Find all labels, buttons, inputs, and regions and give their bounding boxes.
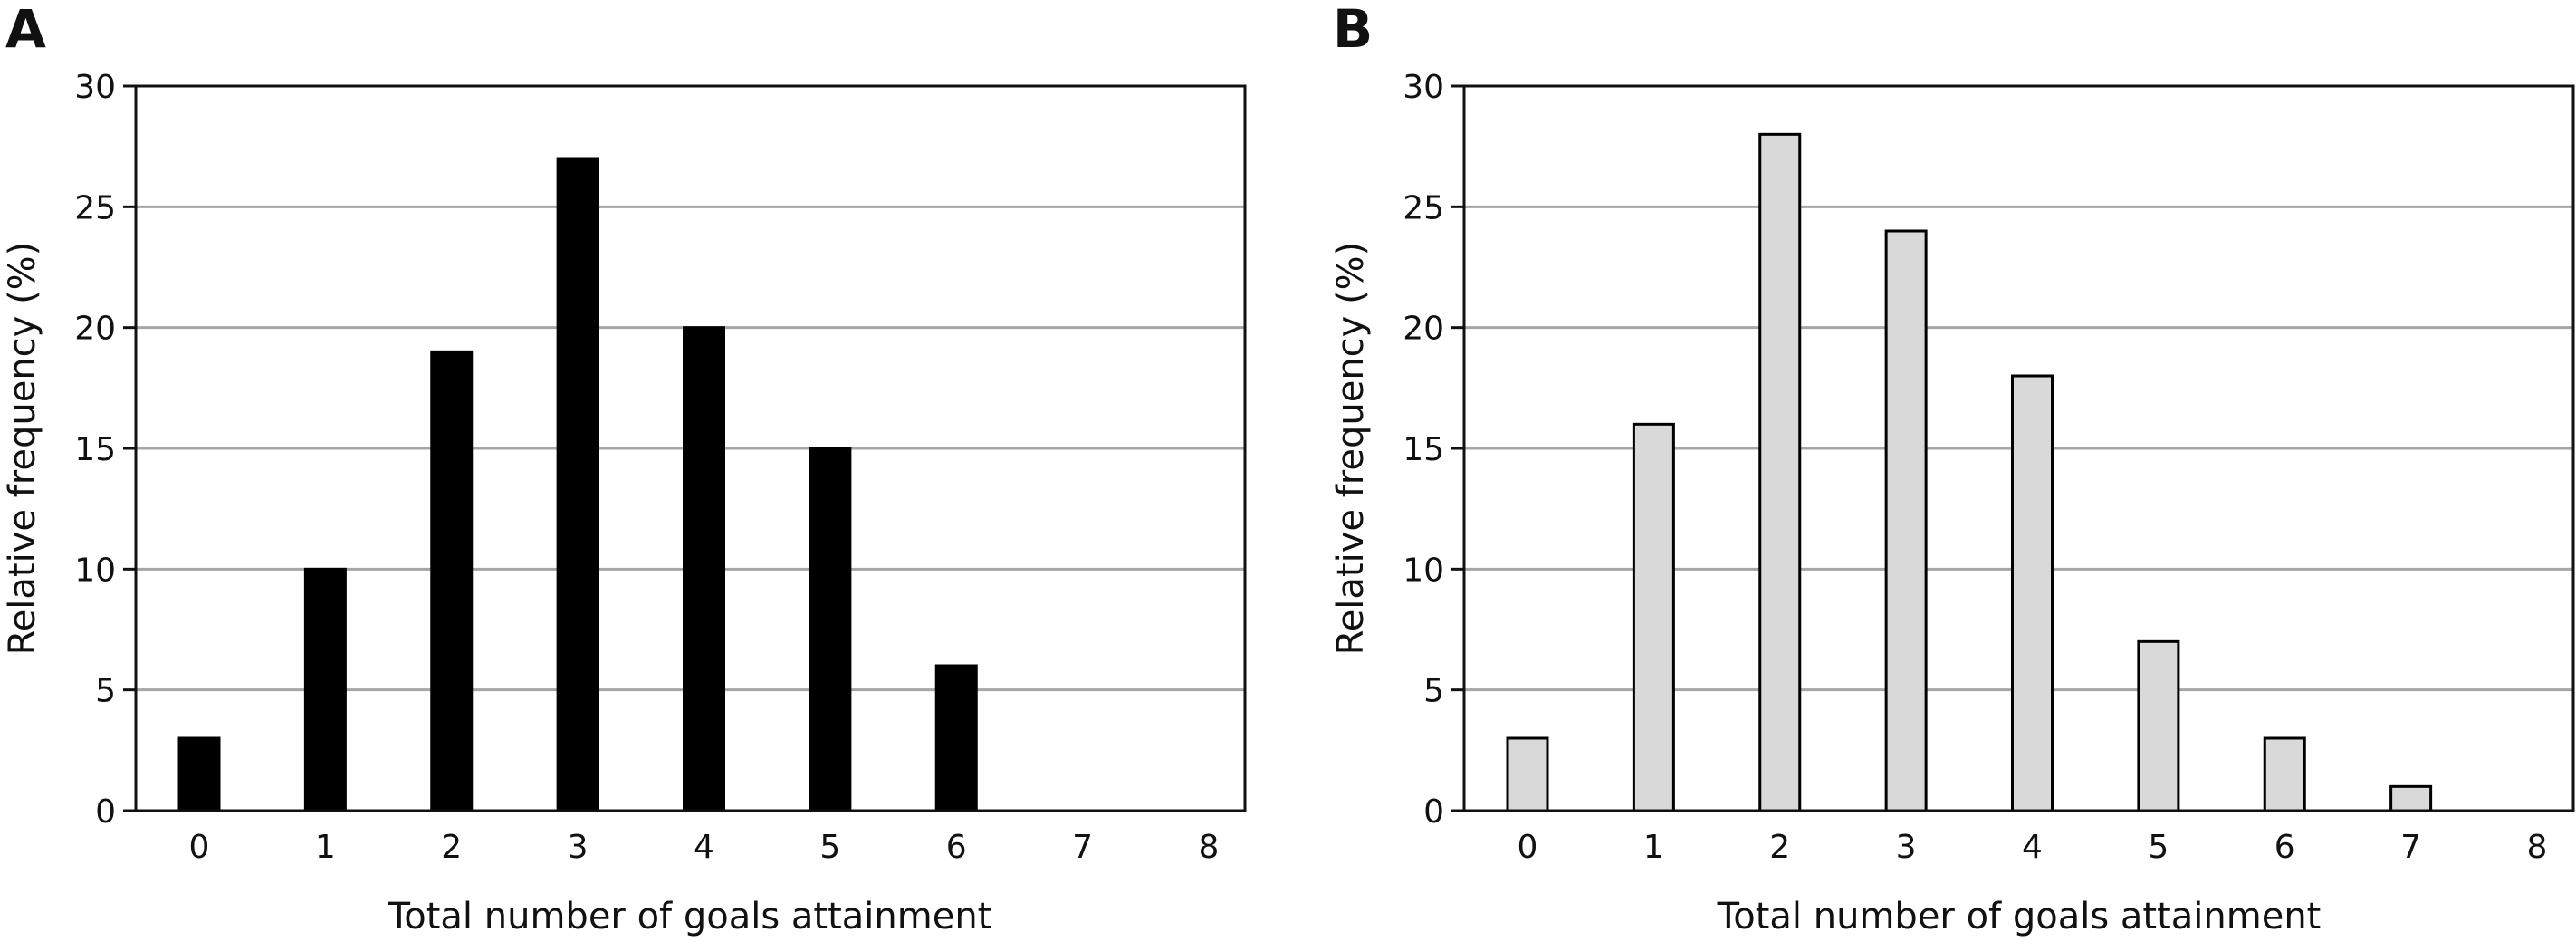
bar-2 (1758, 132, 1802, 812)
bar-4 (2011, 374, 2054, 812)
y-tick-label: 20 (1403, 311, 1444, 348)
bar-2 (430, 350, 474, 812)
bars (1506, 132, 2433, 812)
y-tick-label: 30 (74, 69, 116, 106)
x-tick-label: 8 (1199, 829, 1220, 866)
bar-1 (303, 567, 347, 812)
panel-label: B (1333, 0, 1373, 60)
bar-6 (2263, 736, 2306, 812)
x-tick-label: 7 (1072, 829, 1093, 866)
bar-4 (683, 326, 725, 812)
x-tick-label: 4 (694, 829, 714, 866)
x-tick-label: 1 (1643, 829, 1664, 866)
panel-b: B 0 5 10 15 20 25 30 0 1 2 3 4 5 6 7 8 Total number of … (1330, 0, 2575, 937)
bar-5 (2137, 639, 2180, 812)
y-tick-label: 10 (1403, 552, 1444, 589)
x-tick-label: 2 (441, 829, 462, 866)
x-tick-label: 2 (1769, 829, 1790, 866)
bar-6 (934, 664, 978, 812)
ticks: 0 5 10 15 20 25 30 0 1 2 3 4 5 6 7 8 (1403, 69, 2547, 866)
bar-3 (1884, 229, 1928, 812)
x-axis-title: Total number of goals attainment (388, 896, 992, 937)
x-tick-label: 6 (946, 829, 967, 866)
x-tick-label: 3 (1896, 829, 1917, 866)
y-tick-label: 0 (95, 793, 116, 831)
x-tick-label: 0 (1518, 829, 1538, 866)
bar-3 (556, 157, 599, 812)
y-tick-label: 20 (74, 311, 116, 348)
bar-0 (1506, 736, 1549, 812)
y-tick-label: 5 (95, 673, 116, 710)
y-tick-label: 30 (1403, 69, 1444, 106)
bar-5 (809, 447, 852, 812)
y-tick-label: 15 (74, 431, 116, 468)
ticks: 0 5 10 15 20 25 30 0 1 2 3 4 5 6 7 8 (74, 69, 1219, 866)
x-tick-label: 1 (315, 829, 336, 866)
bar-7 (2389, 784, 2433, 812)
x-tick-label: 7 (2400, 829, 2421, 866)
x-tick-label: 6 (2274, 829, 2295, 866)
y-tick-label: 0 (1423, 793, 1444, 831)
y-tick-label: 25 (1403, 189, 1444, 226)
panel-label: A (5, 0, 46, 60)
panel-a: A 0 5 10 15 20 25 30 0 1 2 3 4 5 6 7 8 Total number of … (2, 0, 1247, 937)
x-axis-title: Total number of goals attainment (1717, 896, 2322, 937)
x-tick-label: 0 (189, 829, 210, 866)
x-tick-label: 4 (2022, 829, 2043, 866)
bar-1 (1632, 422, 1675, 812)
bar-0 (177, 736, 221, 812)
x-tick-label: 3 (568, 829, 589, 866)
bars (177, 157, 978, 812)
y-tick-label: 25 (74, 189, 116, 226)
x-tick-label: 5 (2148, 829, 2169, 866)
y-axis-title: Relative frequency (%) (2, 242, 43, 656)
y-tick-label: 5 (1423, 673, 1444, 710)
y-tick-label: 15 (1403, 431, 1444, 468)
y-axis-title: Relative frequency (%) (1330, 242, 1372, 656)
x-tick-label: 8 (2527, 829, 2548, 866)
y-tick-label: 10 (74, 552, 116, 589)
x-tick-label: 5 (819, 829, 840, 866)
